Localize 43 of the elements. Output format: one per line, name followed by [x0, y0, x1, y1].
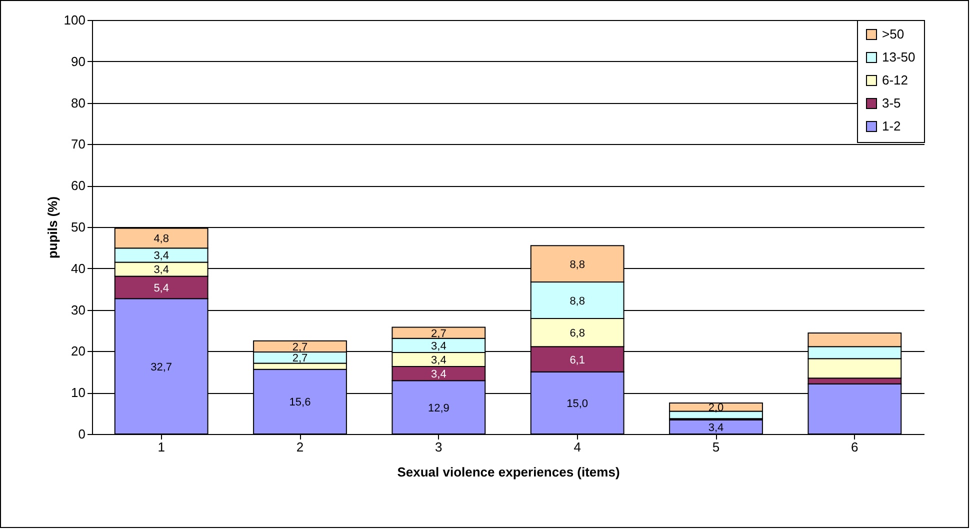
y-axis-title: pupils (%)	[44, 196, 60, 259]
x-tick-label: 2	[296, 440, 304, 454]
data-label: 2,7	[431, 328, 446, 340]
legend-label: 1-2	[882, 118, 901, 134]
data-label: 6,1	[570, 354, 585, 366]
data-label: 12,9	[428, 402, 450, 414]
x-tick-label: 6	[851, 440, 858, 454]
data-label: 3,4	[154, 264, 169, 276]
data-label: 3,4	[431, 340, 446, 352]
data-label: 8,8	[570, 295, 585, 308]
data-label: 15,6	[289, 396, 311, 409]
data-label: 5,4	[154, 282, 169, 294]
data-label: 4,8	[154, 233, 169, 246]
x-tick-label: 4	[574, 440, 581, 454]
legend-label: 6-12	[882, 72, 908, 88]
y-tick-label: 100	[64, 12, 86, 28]
y-tick-label: 80	[71, 95, 86, 110]
data-label: 3,4	[431, 354, 446, 366]
y-tick-label: 70	[71, 136, 86, 152]
data-label: 3,4	[154, 250, 169, 262]
data-label: 6,8	[570, 328, 585, 340]
data-label: 8,8	[570, 258, 585, 271]
y-tick-label: 40	[71, 260, 86, 276]
data-label: 32,7	[150, 361, 172, 374]
x-axis-title: Sexual violence experiences (items)	[397, 464, 620, 480]
legend-label: 3-5	[882, 96, 901, 110]
x-tick-label: 5	[712, 440, 720, 454]
data-label: 3,4	[708, 422, 724, 434]
x-tick-label: 3	[435, 440, 442, 454]
x-tick-label: 1	[158, 440, 165, 454]
y-tick-label: 20	[71, 344, 86, 359]
y-tick-label: 60	[71, 178, 86, 194]
legend-label: >50	[882, 26, 904, 42]
y-tick-label: 30	[71, 302, 86, 318]
y-tick-label: 90	[71, 54, 86, 69]
y-tick-label: 50	[71, 220, 86, 234]
data-label: 3,4	[431, 368, 446, 381]
data-label: 15,0	[566, 398, 588, 410]
data-label: 2,7	[292, 352, 308, 365]
legend-label: 13-50	[882, 50, 916, 64]
y-tick-label: 10	[71, 385, 86, 400]
y-tick-label: 0	[78, 426, 86, 442]
data-label: 2,7	[292, 341, 308, 354]
